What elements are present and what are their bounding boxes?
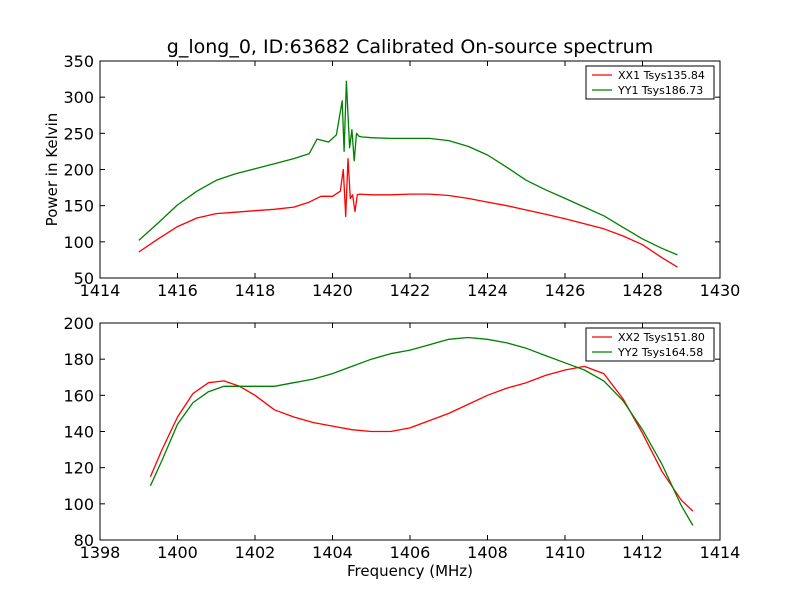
y-tick-label: 180 xyxy=(63,350,94,369)
chart-title: g_long_0, ID:63682 Calibrated On-source … xyxy=(167,36,653,58)
y-tick-label: 150 xyxy=(63,197,94,216)
legend-label-yy: YY1 Tsys186.73 xyxy=(617,84,703,97)
x-tick-label: 1404 xyxy=(312,543,353,562)
x-tick-label: 1414 xyxy=(700,543,741,562)
x-tick-label: 1430 xyxy=(700,281,741,300)
legend: XX2 Tsys151.80 YY2 Tsys164.58 xyxy=(585,327,715,362)
x-tick-label: 1420 xyxy=(312,281,353,300)
y-tick-label: 100 xyxy=(63,495,94,514)
x-tick-label: 1416 xyxy=(157,281,198,300)
x-tick-label: 1400 xyxy=(157,543,198,562)
x-tick-label: 1406 xyxy=(390,543,431,562)
series-line-yy-2 xyxy=(149,336,694,526)
y-tick-label: 200 xyxy=(63,161,94,180)
y-tick-label: 100 xyxy=(63,233,94,252)
subplot-1: 1414 1416 1418 1420 1422 1424 1426 1428 1430 50 10… xyxy=(43,52,740,300)
y-tick-label: 200 xyxy=(63,314,94,333)
subplot-2: 1398 1400 1402 1404 1406 1408 1410 1412 1414 80 10… xyxy=(63,314,740,580)
y-tick-label: 50 xyxy=(74,269,94,288)
y-axis-label: Power in Kelvin xyxy=(43,113,61,227)
y-tick-label: 140 xyxy=(63,423,94,442)
x-tick-label: 1414 xyxy=(80,281,121,300)
x-tick-label: 1398 xyxy=(80,543,121,562)
x-tick-label: 1412 xyxy=(622,543,663,562)
y-tick-label: 250 xyxy=(63,124,94,143)
x-tick-label: 1418 xyxy=(235,281,276,300)
x-tick-label: 1410 xyxy=(545,543,586,562)
charts-layer: 1414 1416 1418 1420 1422 1424 1426 1428 1430 50 10… xyxy=(43,52,740,580)
x-axis-label: Frequency (MHz) xyxy=(347,562,473,580)
x-tick-label: 1424 xyxy=(467,281,508,300)
y-tick-label: 120 xyxy=(63,459,94,478)
legend-label-yy: YY2 Tsys164.58 xyxy=(617,346,703,359)
y-tick-label: 300 xyxy=(63,88,94,107)
x-tick-label: 1408 xyxy=(467,543,508,562)
x-tick-label: 1422 xyxy=(390,281,431,300)
legend-box xyxy=(585,65,715,100)
series-line-yy-1 xyxy=(138,80,678,256)
series-line-xx-2 xyxy=(149,365,694,512)
y-tick-label: 80 xyxy=(74,531,94,550)
legend-label-xx: XX2 Tsys151.80 xyxy=(618,331,705,344)
y-tick-label: 160 xyxy=(63,386,94,405)
x-tick-label: 1426 xyxy=(545,281,586,300)
series-line-xx-1 xyxy=(138,157,678,268)
legend-box xyxy=(585,327,715,362)
x-tick-label: 1402 xyxy=(235,543,276,562)
legend-label-xx: XX1 Tsys135.84 xyxy=(618,69,705,82)
x-tick-label: 1428 xyxy=(622,281,663,300)
legend: XX1 Tsys135.84 YY1 Tsys186.73 xyxy=(585,65,715,100)
y-tick-label: 350 xyxy=(63,52,94,71)
